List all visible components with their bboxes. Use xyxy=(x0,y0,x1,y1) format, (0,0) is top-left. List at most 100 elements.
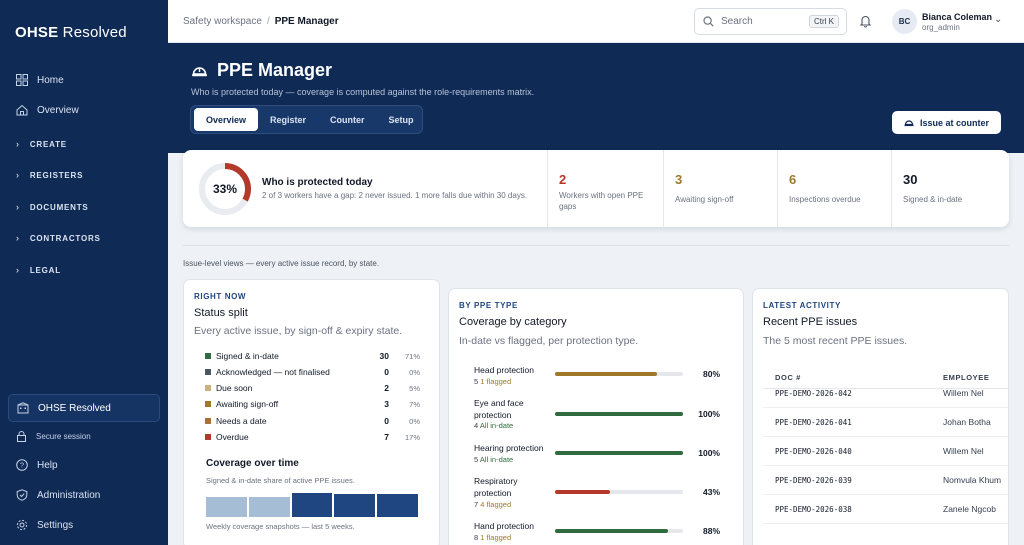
hard-hat-icon xyxy=(192,66,207,76)
home-icon xyxy=(16,104,28,116)
org-name: OHSE Resolved xyxy=(38,402,111,414)
issue-at-counter-button[interactable]: Issue at counter xyxy=(892,111,1001,134)
recent-activity-card: LATEST ACTIVITY Recent PPE issues The 5 … xyxy=(752,288,1009,545)
table-row[interactable]: PPE-DEMO-2026-040 Willem Nel xyxy=(763,437,1008,466)
sidebar-item-administration[interactable]: Administration xyxy=(16,487,100,503)
coverage-week-bar xyxy=(206,496,247,517)
tab-setup[interactable]: Setup xyxy=(388,114,414,125)
status-row-due-soon[interactable]: Due soon 2 5% xyxy=(205,381,420,395)
breadcrumb: Safety workspace / PPE Manager xyxy=(183,16,339,27)
sidebar-group-contractors[interactable]: › CONTRACTORS xyxy=(16,233,101,243)
coverage-over-time-footnote: Weekly coverage snapshots — last 5 weeks… xyxy=(206,522,355,531)
column-header-employee[interactable]: EMPLOYEE xyxy=(943,373,990,382)
sidebar-group-create[interactable]: › CREATE xyxy=(16,139,67,149)
coverage-over-time-title: Coverage over time xyxy=(206,458,299,469)
org-switcher[interactable]: OHSE Resolved xyxy=(8,394,160,422)
column-header-doc[interactable]: DOC # xyxy=(775,373,801,382)
shield-icon xyxy=(16,489,28,501)
tab-bar: Overview Register Counter Setup xyxy=(190,105,423,134)
category-bar xyxy=(555,490,611,494)
search-placeholder: Search xyxy=(721,16,753,27)
views-note: Issue-level views — every active issue r… xyxy=(183,259,380,268)
page-subtitle: Who is protected today — coverage is com… xyxy=(191,87,535,97)
card-description: In-date vs flagged, per protection type. xyxy=(459,335,639,347)
coverage-over-time-subtitle: Signed & in-date share of active PPE iss… xyxy=(206,476,355,485)
summary-subtitle: 2 of 3 workers have a gap: 2 never issue… xyxy=(262,191,528,200)
sidebar-group-documents[interactable]: › DOCUMENTS xyxy=(16,202,89,212)
chevron-right-icon: › xyxy=(16,233,20,243)
kpi-awaiting-signoff[interactable]: 3 Awaiting sign-off xyxy=(663,150,773,227)
coverage-over-time-bars xyxy=(206,493,418,517)
chevron-right-icon: › xyxy=(16,170,20,180)
search-shortcut: Ctrl K xyxy=(809,15,839,28)
chevron-right-icon: › xyxy=(16,265,20,275)
table-row[interactable]: PPE-DEMO-2026-042 Willem Nel xyxy=(763,379,1008,408)
table-row[interactable]: PPE-DEMO-2026-038 Zanele Ngcob xyxy=(763,495,1008,524)
divider xyxy=(183,245,1009,246)
svg-text:?: ? xyxy=(20,461,24,470)
sidebar-group-legal[interactable]: › LEGAL xyxy=(16,265,61,275)
help-icon: ? xyxy=(16,459,28,471)
status-row-signed[interactable]: Signed & in-date 30 71% xyxy=(205,349,420,363)
table-row[interactable]: PPE-DEMO-2026-041 Johan Botha xyxy=(763,408,1008,437)
app-logo[interactable]: OHSE Resolved xyxy=(15,24,127,41)
sidebar-item-label: Administration xyxy=(37,489,101,501)
status-row-awaiting[interactable]: Awaiting sign-off 3 7% xyxy=(205,397,420,411)
secure-session: Secure session xyxy=(16,431,91,442)
card-title: Status split xyxy=(194,307,248,319)
card-description: The 5 most recent PPE issues. xyxy=(763,335,908,347)
chevron-right-icon: › xyxy=(16,202,20,212)
search-input[interactable]: Search Ctrl K xyxy=(694,8,847,35)
search-icon xyxy=(703,16,714,27)
coverage-week-bar xyxy=(291,493,333,517)
avatar[interactable]: BC xyxy=(892,9,917,34)
coverage-week-bar xyxy=(334,493,376,517)
card-eyebrow: LATEST ACTIVITY xyxy=(763,301,841,310)
status-split-card: RIGHT NOW Status split Every active issu… xyxy=(183,279,440,545)
sidebar-item-settings[interactable]: Settings xyxy=(16,517,73,533)
sidebar-item-home[interactable]: Home xyxy=(16,72,64,88)
summary-title: Who is protected today xyxy=(262,177,373,188)
category-bar xyxy=(555,451,683,455)
protection-summary-card: 33% Who is protected today 2 of 3 worker… xyxy=(183,150,1009,227)
card-eyebrow: BY PPE TYPE xyxy=(459,301,518,310)
coverage-percent: 33% xyxy=(212,182,238,196)
user-role: org_admin xyxy=(922,23,960,32)
bell-icon[interactable] xyxy=(859,14,872,28)
gear-icon xyxy=(16,519,28,531)
coverage-ring-arc xyxy=(199,163,251,215)
tab-counter[interactable]: Counter xyxy=(330,114,365,125)
status-row-overdue[interactable]: Overdue 7 17% xyxy=(205,430,420,444)
sidebar-item-overview[interactable]: Overview xyxy=(16,102,79,118)
card-title: Coverage by category xyxy=(459,316,567,328)
coverage-week-bar xyxy=(377,493,418,517)
coverage-week-bar xyxy=(248,496,290,517)
chevron-down-icon[interactable]: ⌄ xyxy=(994,14,1003,25)
user-name[interactable]: Bianca Coleman xyxy=(922,12,993,22)
topbar: Safety workspace / PPE Manager Search Ctrl… xyxy=(168,0,1024,43)
coverage-ring xyxy=(199,163,251,215)
kpi-inspections-overdue[interactable]: 6 Inspections overdue xyxy=(777,150,891,227)
building-icon xyxy=(17,402,29,414)
sidebar-item-help[interactable]: ? Help xyxy=(16,457,58,473)
grid-icon xyxy=(16,74,28,86)
status-row-acknowledged[interactable]: Acknowledged — not finalised 0 0% xyxy=(205,365,420,379)
category-bar xyxy=(555,412,683,416)
hard-hat-icon xyxy=(904,120,914,127)
chevron-right-icon: › xyxy=(16,139,20,149)
sidebar-item-label: Home xyxy=(37,74,64,86)
breadcrumb-root[interactable]: Safety workspace xyxy=(183,16,262,27)
kpi-signed-in-date[interactable]: 30 Signed & in-date xyxy=(891,150,1009,227)
category-bar xyxy=(555,529,668,533)
table-row[interactable]: PPE-DEMO-2026-039 Nomvula Khum xyxy=(763,466,1008,495)
page-title: PPE Manager xyxy=(191,60,332,81)
sidebar-group-registers[interactable]: › REGISTERS xyxy=(16,170,84,180)
tab-register[interactable]: Register xyxy=(270,114,307,125)
tab-overview[interactable]: Overview xyxy=(194,108,259,131)
status-row-needs-date[interactable]: Needs a date 0 0% xyxy=(205,414,420,428)
page-header: PPE Manager Who is protected today — cov… xyxy=(168,43,1024,153)
card-title: Recent PPE issues xyxy=(763,316,858,328)
kpi-open-gaps[interactable]: 2 Workers with open PPE gaps xyxy=(547,150,777,227)
sidebar-item-label: Overview xyxy=(37,104,79,116)
table-header: DOC # EMPLOYEE xyxy=(763,367,1008,389)
